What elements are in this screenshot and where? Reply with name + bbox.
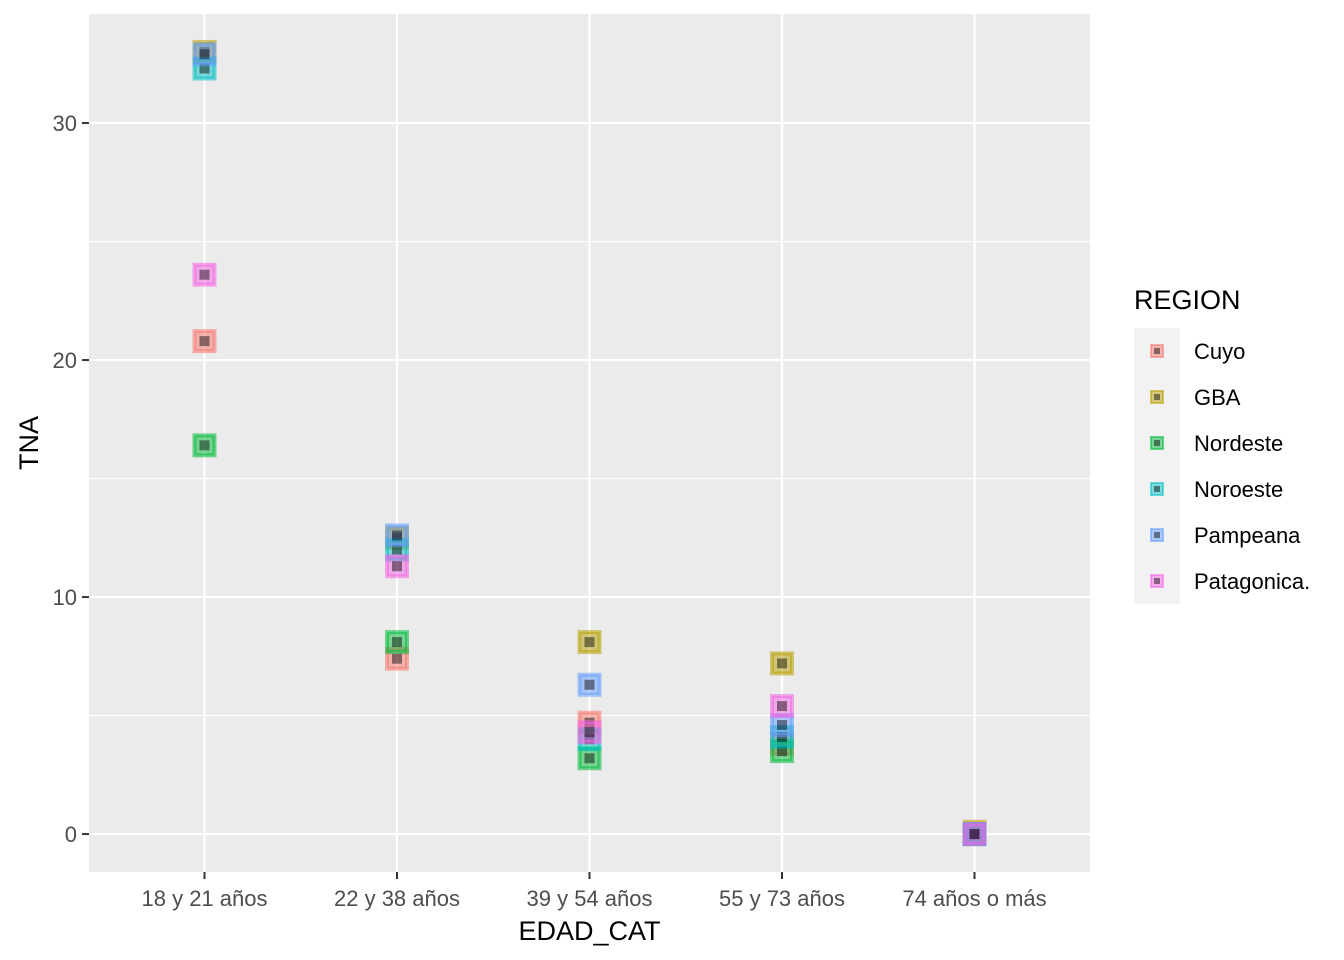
x-tick-label: 74 años o más xyxy=(902,886,1046,911)
data-point-core xyxy=(392,637,402,648)
data-point-core xyxy=(392,544,402,555)
data-point-core xyxy=(392,561,402,572)
legend-key xyxy=(1150,390,1164,404)
data-point-core xyxy=(777,701,787,712)
data-point-core xyxy=(199,63,210,74)
data-point xyxy=(770,651,794,676)
y-tick-label: 20 xyxy=(53,348,77,373)
legend-key xyxy=(1150,482,1164,496)
legend-label: Nordeste xyxy=(1194,431,1283,456)
x-axis: 18 y 21 años 22 y 38 años 39 y 54 años 55 y… xyxy=(142,872,1047,911)
y-tick-label: 10 xyxy=(53,585,77,610)
legend-key xyxy=(1150,344,1164,358)
legend-key xyxy=(1150,574,1164,588)
legend: REGION Cuyo GBA Nordeste Noroeste Pampeana Pa… xyxy=(1134,285,1310,604)
data-point xyxy=(192,262,217,287)
x-tick-label: 39 y 54 años xyxy=(527,886,653,911)
data-point xyxy=(385,630,409,655)
legend-key-core xyxy=(1154,348,1160,354)
data-point xyxy=(192,42,217,67)
data-point xyxy=(385,554,409,579)
legend-label: GBA xyxy=(1194,385,1241,410)
x-tick-label: 18 y 21 años xyxy=(142,886,268,911)
data-point xyxy=(577,630,602,655)
data-point xyxy=(192,433,217,458)
legend-key-core xyxy=(1154,532,1160,538)
data-point-core xyxy=(969,829,980,840)
legend-key xyxy=(1150,436,1164,450)
data-point xyxy=(962,822,987,847)
legend-title: REGION xyxy=(1134,285,1241,315)
legend-key-core xyxy=(1154,578,1160,584)
data-point-core xyxy=(584,753,595,764)
data-point-core xyxy=(392,530,402,541)
data-point-core xyxy=(584,637,595,648)
x-tick-label: 22 y 38 años xyxy=(334,886,460,911)
data-point-core xyxy=(777,720,787,731)
y-tick-label: 30 xyxy=(53,111,77,136)
data-point xyxy=(385,523,409,548)
x-tick-label: 55 y 73 años xyxy=(719,886,845,911)
data-point-core xyxy=(199,269,210,280)
y-axis-title: TNA xyxy=(14,416,44,470)
legend-key-background xyxy=(1134,328,1180,604)
data-point xyxy=(577,720,602,745)
legend-label: Pampeana xyxy=(1194,523,1301,548)
data-point xyxy=(192,329,217,354)
y-axis: 0 10 20 30 xyxy=(53,111,89,847)
legend-label: Patagonica. xyxy=(1194,569,1310,594)
legend-key xyxy=(1150,528,1164,542)
data-point-core xyxy=(584,679,595,690)
data-point xyxy=(770,694,794,719)
data-point-core xyxy=(777,658,787,669)
data-point xyxy=(577,672,602,697)
data-point-core xyxy=(199,336,210,347)
data-point-core xyxy=(584,727,595,738)
data-points xyxy=(192,39,987,847)
legend-key-core xyxy=(1154,440,1160,446)
data-point-core xyxy=(777,746,787,757)
data-point-core xyxy=(199,49,210,60)
legend-key-core xyxy=(1154,394,1160,400)
data-point-core xyxy=(199,440,210,451)
data-point-core xyxy=(392,653,402,664)
x-axis-title: EDAD_CAT xyxy=(518,916,660,946)
y-tick-label: 0 xyxy=(65,822,77,847)
legend-label: Cuyo xyxy=(1194,339,1245,364)
legend-label: Noroeste xyxy=(1194,477,1283,502)
legend-key-core xyxy=(1154,486,1160,492)
